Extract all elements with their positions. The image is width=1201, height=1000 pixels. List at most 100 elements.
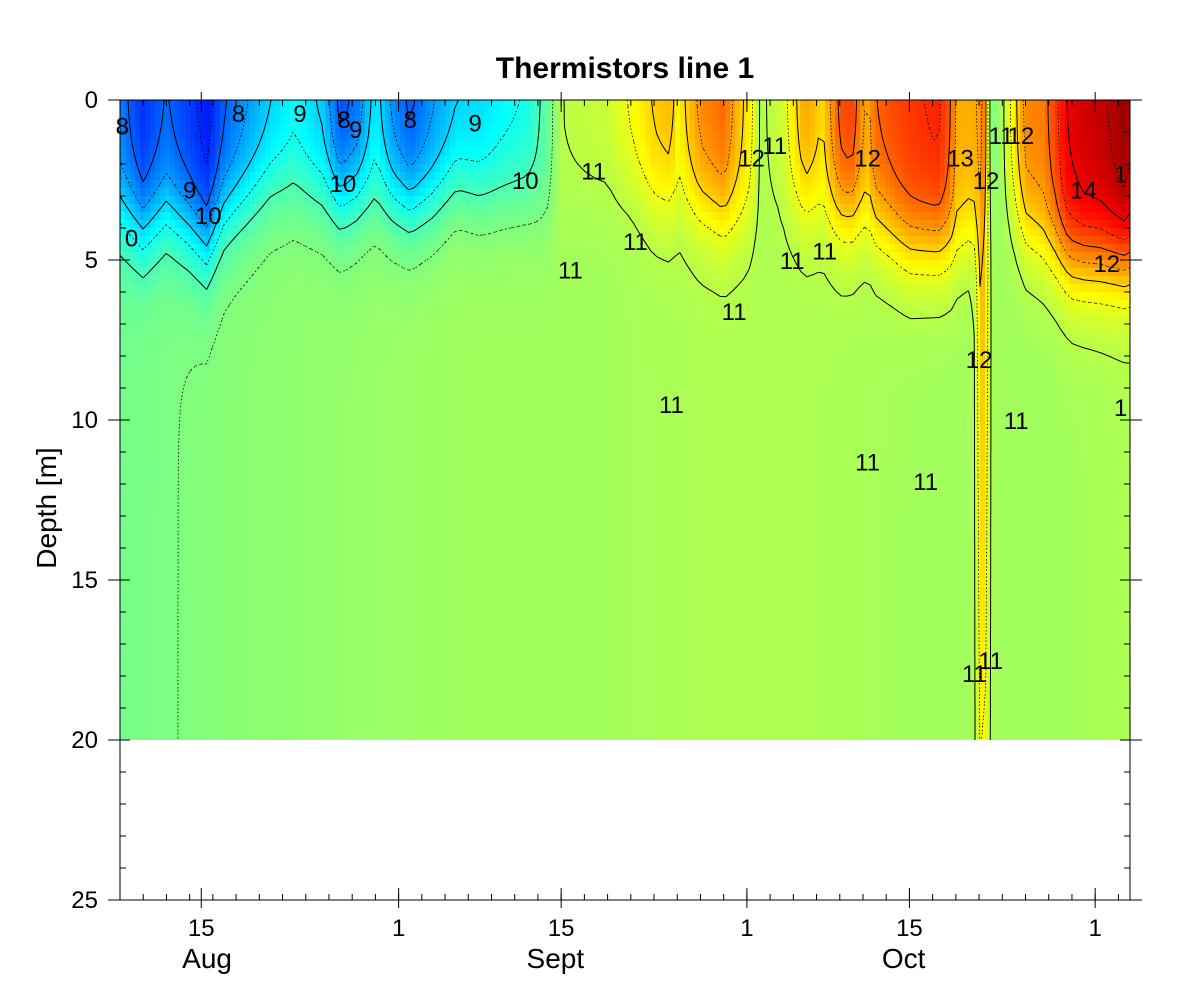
heat-cell: [345, 540, 351, 549]
heat-cell: [345, 492, 351, 501]
heat-cell: [420, 724, 426, 733]
heat-cell: [145, 300, 151, 309]
heat-cell: [175, 404, 181, 413]
heat-cell: [355, 156, 361, 165]
heat-cell: [415, 220, 421, 229]
heat-cell: [160, 620, 166, 629]
heat-cell: [325, 516, 331, 525]
heat-cell: [350, 564, 356, 573]
heat-cell: [355, 732, 361, 740]
heat-cell: [405, 684, 411, 693]
heat-cell: [395, 636, 401, 645]
heat-cell: [220, 252, 226, 261]
heat-cell: [140, 732, 146, 740]
heat-cell: [355, 692, 361, 701]
heat-cell: [240, 420, 246, 429]
heat-cell: [415, 284, 421, 293]
heat-cell: [410, 708, 416, 717]
heat-cell: [220, 316, 226, 325]
heat-cell: [205, 164, 211, 173]
heat-cell: [395, 236, 401, 245]
heat-cell: [260, 684, 266, 693]
heat-cell: [215, 308, 221, 317]
heat-cell: [350, 332, 356, 341]
heat-cell: [305, 388, 311, 397]
heat-cell: [330, 628, 336, 637]
heat-cell: [410, 684, 416, 693]
heat-cell: [425, 468, 431, 477]
heat-cell: [395, 692, 401, 701]
heat-cell: [125, 308, 131, 317]
heat-cell: [380, 620, 386, 629]
heat-cell: [265, 596, 271, 605]
heat-cell: [420, 532, 426, 541]
heat-cell: [205, 348, 211, 357]
heat-cell: [185, 164, 191, 173]
heat-cell: [200, 116, 206, 125]
heat-cell: [135, 612, 141, 621]
heat-cell: [375, 460, 381, 469]
heat-cell: [290, 356, 296, 365]
heat-cell: [120, 628, 126, 637]
heat-cell: [415, 244, 421, 253]
heat-cell: [195, 492, 201, 501]
heat-cell: [350, 516, 356, 525]
heat-cell: [410, 220, 416, 229]
heat-cell: [360, 572, 366, 581]
heat-cell: [315, 124, 321, 133]
heat-cell: [320, 644, 326, 653]
heat-cell: [160, 172, 166, 181]
heat-cell: [420, 444, 426, 453]
heat-cell: [360, 324, 366, 333]
heat-cell: [360, 668, 366, 677]
heat-cell: [135, 572, 141, 581]
heat-cell: [370, 732, 376, 740]
heat-cell: [275, 460, 281, 469]
heat-cell: [295, 420, 301, 429]
heat-cell: [335, 468, 341, 477]
heat-cell: [305, 732, 311, 740]
heat-cell: [170, 692, 176, 701]
heat-cell: [300, 476, 306, 485]
heat-cell: [325, 300, 331, 309]
heat-cell: [210, 612, 216, 621]
heat-cell: [390, 372, 396, 381]
heat-cell: [430, 180, 436, 189]
heat-cell: [290, 500, 296, 509]
heat-cell: [125, 140, 131, 149]
heat-cell: [390, 524, 396, 533]
heat-cell: [150, 604, 156, 613]
heat-cell: [210, 412, 216, 421]
heat-cell: [355, 532, 361, 541]
heat-cell: [290, 436, 296, 445]
heat-cell: [200, 364, 206, 373]
heat-cell: [410, 620, 416, 629]
heat-cell: [320, 396, 326, 405]
heat-cell: [175, 460, 181, 469]
heat-cell: [220, 732, 226, 740]
heat-cell: [275, 308, 281, 317]
heat-cell: [285, 284, 291, 293]
heat-cell: [340, 252, 346, 261]
heat-cell: [200, 180, 206, 189]
heat-cell: [410, 124, 416, 133]
heat-cell: [340, 716, 346, 725]
heat-cell: [220, 636, 226, 645]
heat-cell: [345, 708, 351, 717]
heat-cell: [325, 140, 331, 149]
heat-cell: [170, 588, 176, 597]
heat-cell: [260, 220, 266, 229]
heat-cell: [150, 380, 156, 389]
heat-cell: [305, 444, 311, 453]
heat-cell: [125, 172, 131, 181]
heat-cell: [280, 668, 286, 677]
heat-cell: [165, 516, 171, 525]
heat-cell: [195, 132, 201, 141]
heat-cell: [285, 132, 291, 141]
heat-cell: [350, 348, 356, 357]
heat-cell: [265, 372, 271, 381]
heat-cell: [170, 100, 176, 109]
heat-cell: [270, 700, 276, 709]
heat-cell: [290, 396, 296, 405]
heat-cell: [220, 708, 226, 717]
